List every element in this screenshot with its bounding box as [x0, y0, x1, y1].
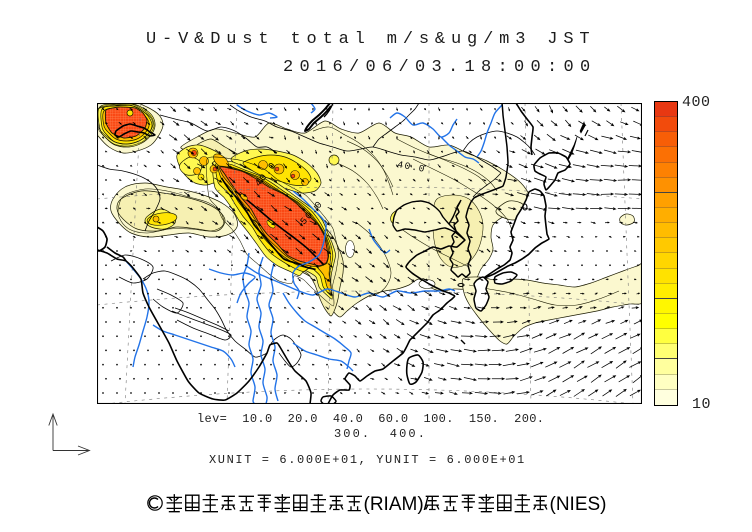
- svg-text:(NIES): (NIES): [550, 494, 607, 515]
- svg-text:(RIAM)/: (RIAM)/: [364, 494, 430, 515]
- svg-text:40.0: 40.0: [396, 159, 426, 175]
